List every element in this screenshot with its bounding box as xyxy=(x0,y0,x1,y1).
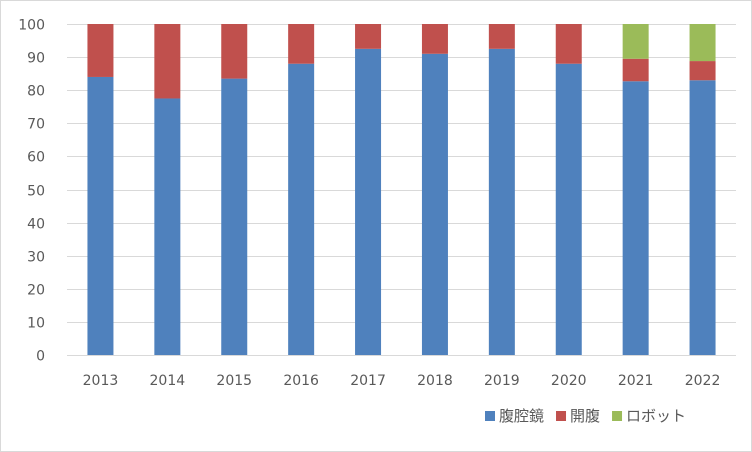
bar-segment-開腹-2019 xyxy=(488,24,515,49)
x-tick-label: 2022 xyxy=(685,373,721,389)
y-axis-tick-labels: 0 10 20 30 40 50 60 70 80 90 100 xyxy=(18,18,45,365)
legend-swatch xyxy=(612,411,623,421)
y-tick-label: 60 xyxy=(27,150,45,166)
legend-label: 開腹 xyxy=(570,407,600,425)
bar-segment-腹腔鏡-2016 xyxy=(288,63,315,355)
bar-segment-腹腔鏡-2017 xyxy=(355,48,382,355)
legend-label: ロボット xyxy=(626,407,686,425)
bars xyxy=(87,24,716,356)
y-tick-label: 20 xyxy=(27,283,45,299)
x-tick-label: 2017 xyxy=(350,373,386,389)
x-axis-tick-labels: 2013 2014 2015 2016 2017 2018 2019 2020 2021 2022 xyxy=(83,373,721,389)
bar-segment-腹腔鏡-2018 xyxy=(421,53,448,355)
y-tick-label: 70 xyxy=(27,117,45,133)
bar-segment-腹腔鏡-2022 xyxy=(689,80,716,356)
x-tick-label: 2014 xyxy=(150,373,186,389)
bar-segment-開腹-2014 xyxy=(154,24,181,99)
bar-segment-開腹-2015 xyxy=(221,24,248,79)
bar-segment-腹腔鏡-2021 xyxy=(622,81,649,355)
y-tick-label: 80 xyxy=(27,84,45,100)
x-tick-label: 2019 xyxy=(484,373,520,389)
legend: 腹腔鏡 開腹 ロボット xyxy=(485,407,686,425)
bar-segment-腹腔鏡-2020 xyxy=(555,63,582,355)
y-tick-label: 50 xyxy=(27,184,45,200)
x-tick-label: 2016 xyxy=(283,373,319,389)
y-tick-label: 40 xyxy=(27,217,45,233)
bar-segment-開腹-2013 xyxy=(87,24,114,77)
bar-segment-開腹-2017 xyxy=(355,24,382,49)
legend-label: 腹腔鏡 xyxy=(499,407,544,425)
bar-segment-開腹-2016 xyxy=(288,24,315,64)
x-tick-label: 2020 xyxy=(551,373,587,389)
y-tick-label: 100 xyxy=(18,18,45,34)
y-tick-label: 0 xyxy=(36,349,45,365)
bar-segment-ロボット-2021 xyxy=(622,24,649,59)
x-tick-label: 2013 xyxy=(83,373,119,389)
x-tick-label: 2015 xyxy=(216,373,252,389)
x-tick-label: 2021 xyxy=(618,373,654,389)
y-tick-label: 90 xyxy=(27,51,45,67)
legend-swatch xyxy=(556,411,567,421)
bar-segment-腹腔鏡-2013 xyxy=(87,76,114,356)
bar-segment-開腹-2021 xyxy=(622,58,649,82)
bar-segment-腹腔鏡-2014 xyxy=(154,98,181,355)
y-tick-label: 10 xyxy=(27,316,45,332)
bar-segment-開腹-2020 xyxy=(555,24,582,64)
bar-segment-腹腔鏡-2019 xyxy=(488,48,515,355)
bar-segment-開腹-2022 xyxy=(689,61,716,81)
legend-swatch xyxy=(485,411,495,421)
bar-segment-開腹-2018 xyxy=(421,24,448,54)
y-tick-label: 30 xyxy=(27,250,45,266)
bar-segment-腹腔鏡-2015 xyxy=(221,78,248,356)
x-tick-label: 2018 xyxy=(417,373,453,389)
bar-segment-ロボット-2022 xyxy=(689,24,716,62)
